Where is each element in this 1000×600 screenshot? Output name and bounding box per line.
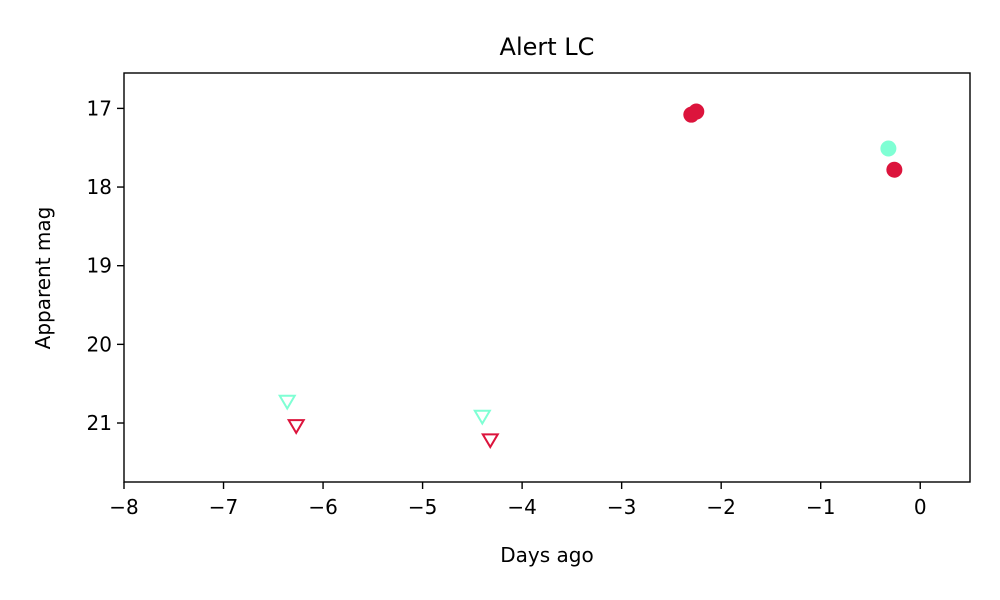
upper-limit-point (277, 394, 297, 411)
y-axis-label: Apparent mag (31, 207, 55, 350)
x-tick-label: −7 (209, 495, 238, 519)
x-axis-label: Days ago (500, 543, 593, 567)
x-tick-label: −6 (308, 495, 337, 519)
x-tick-label: −4 (507, 495, 536, 519)
y-tick-label: 17 (87, 96, 112, 120)
detection-point (886, 161, 903, 178)
y-tick-label: 19 (87, 254, 112, 278)
y-tick-label: 18 (87, 175, 112, 199)
plot-area (277, 103, 903, 450)
upper-limit-point (473, 409, 492, 426)
plot-frame (123, 72, 971, 483)
x-axis: −8 −7 −6 −5 −4 −3 −2 −1 0 (109, 482, 927, 519)
detection-point (688, 103, 705, 120)
detection-point (880, 140, 897, 157)
x-tick-label: −3 (607, 495, 636, 519)
x-tick-label: −2 (706, 495, 735, 519)
y-tick-label: 21 (87, 411, 112, 435)
x-tick-label: 0 (914, 495, 927, 519)
upper-limit-point (286, 419, 306, 435)
y-tick-label: 20 (87, 332, 112, 356)
x-tick-label: −8 (109, 495, 138, 519)
chart-title: Alert LC (500, 33, 595, 61)
upper-limit-point (481, 433, 500, 450)
y-axis: 17 18 19 20 21 (87, 96, 124, 435)
x-tick-label: −5 (408, 495, 437, 519)
x-tick-label: −1 (806, 495, 835, 519)
